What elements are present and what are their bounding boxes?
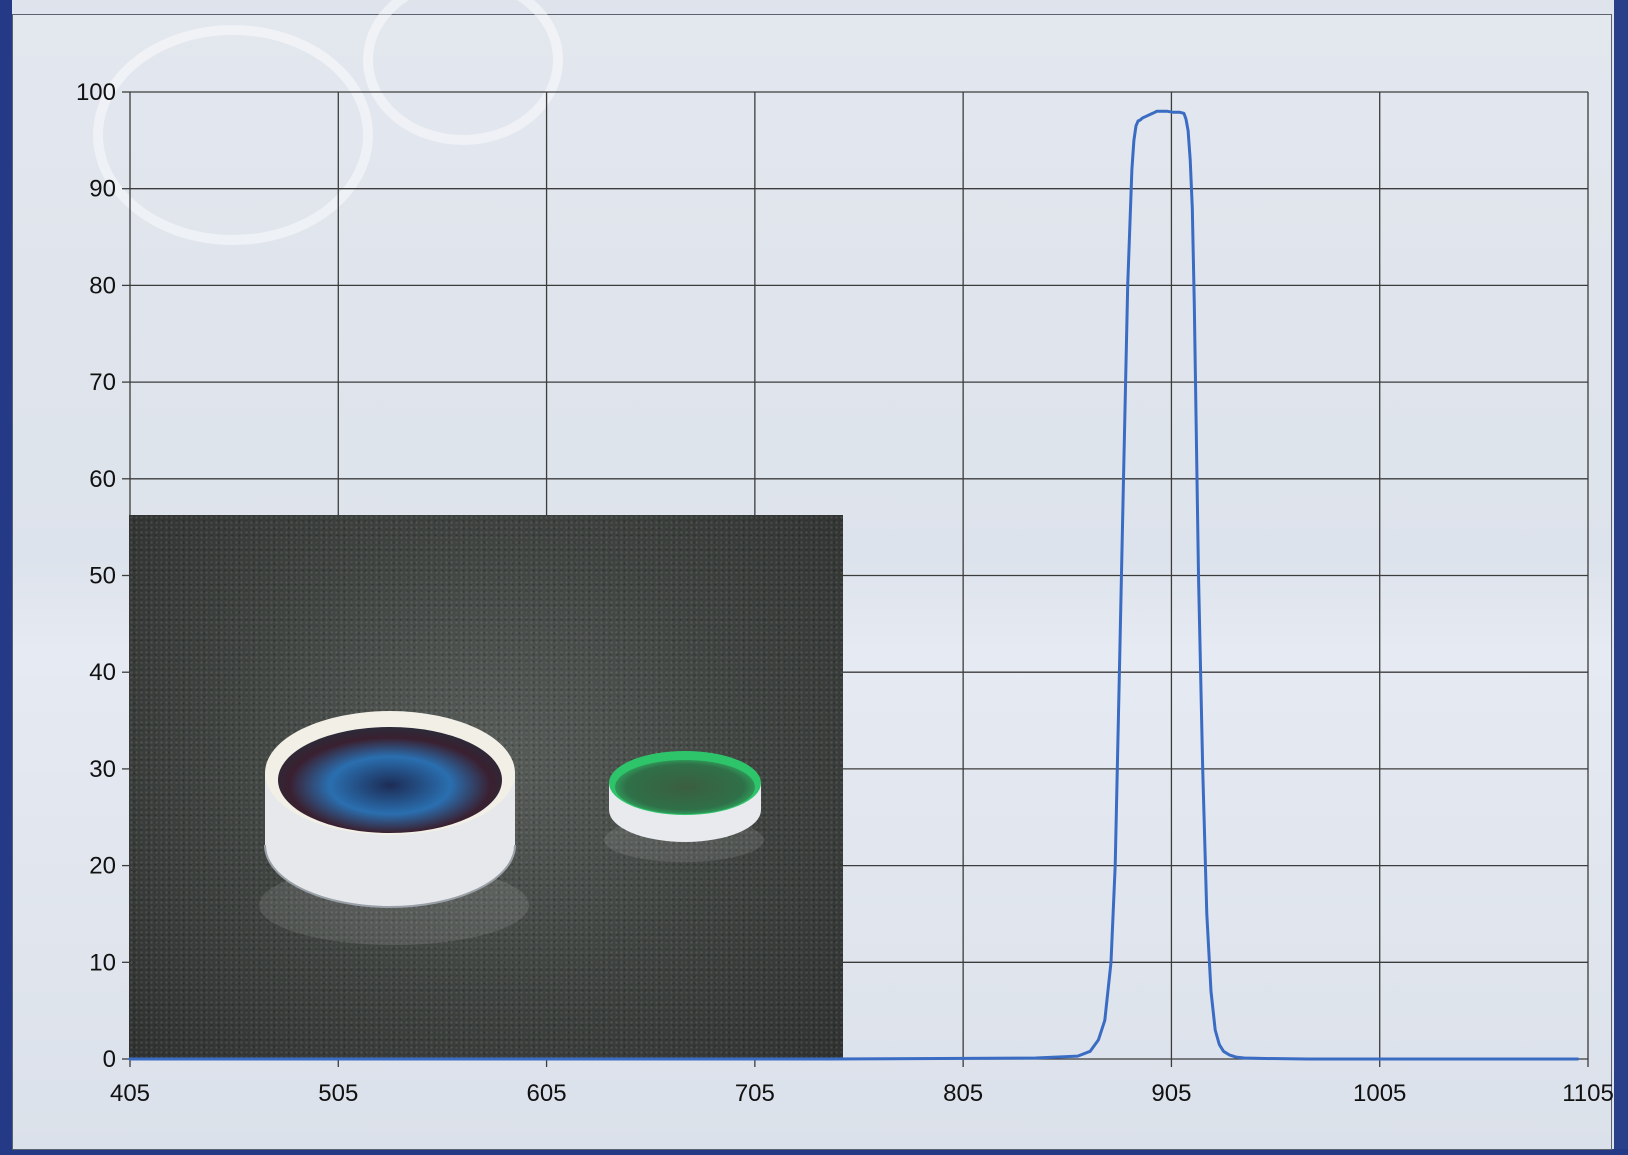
y-tick-label: 40 — [89, 659, 116, 686]
y-tick-label: 80 — [89, 272, 116, 299]
y-tick-label: 70 — [89, 369, 116, 396]
product-photo — [129, 515, 843, 1060]
y-tick-label: 0 — [103, 1046, 116, 1073]
y-tick-label: 20 — [89, 853, 116, 880]
y-tick-label: 10 — [89, 949, 116, 976]
y-tick-label: 60 — [89, 466, 116, 493]
x-tick-label: 405 — [110, 1080, 150, 1107]
small-filter-coating — [615, 760, 755, 814]
x-tick-label: 905 — [1151, 1080, 1191, 1107]
large-filter-coating — [278, 727, 502, 833]
tick-labels: 405 505 605 705 805 905 1005 1105 0 10 20 30 40 50 60 7… — [76, 79, 1614, 1107]
window-frame-bottom — [0, 1149, 1628, 1155]
window-frame-left — [0, 0, 12, 1155]
x-tick-label: 705 — [735, 1080, 775, 1107]
x-tick-label: 605 — [527, 1080, 567, 1107]
x-tick-label: 1105 — [1562, 1080, 1614, 1107]
y-tick-label: 90 — [89, 176, 116, 203]
x-tick-label: 505 — [318, 1080, 358, 1107]
y-tick-label: 50 — [89, 563, 116, 590]
y-tick-label: 30 — [89, 756, 116, 783]
filters-illustration — [259, 711, 764, 945]
x-tick-label: 805 — [943, 1080, 983, 1107]
y-tick-label: 100 — [76, 79, 116, 106]
x-tick-label: 1005 — [1353, 1080, 1406, 1107]
window-frame-right — [1614, 0, 1628, 1155]
